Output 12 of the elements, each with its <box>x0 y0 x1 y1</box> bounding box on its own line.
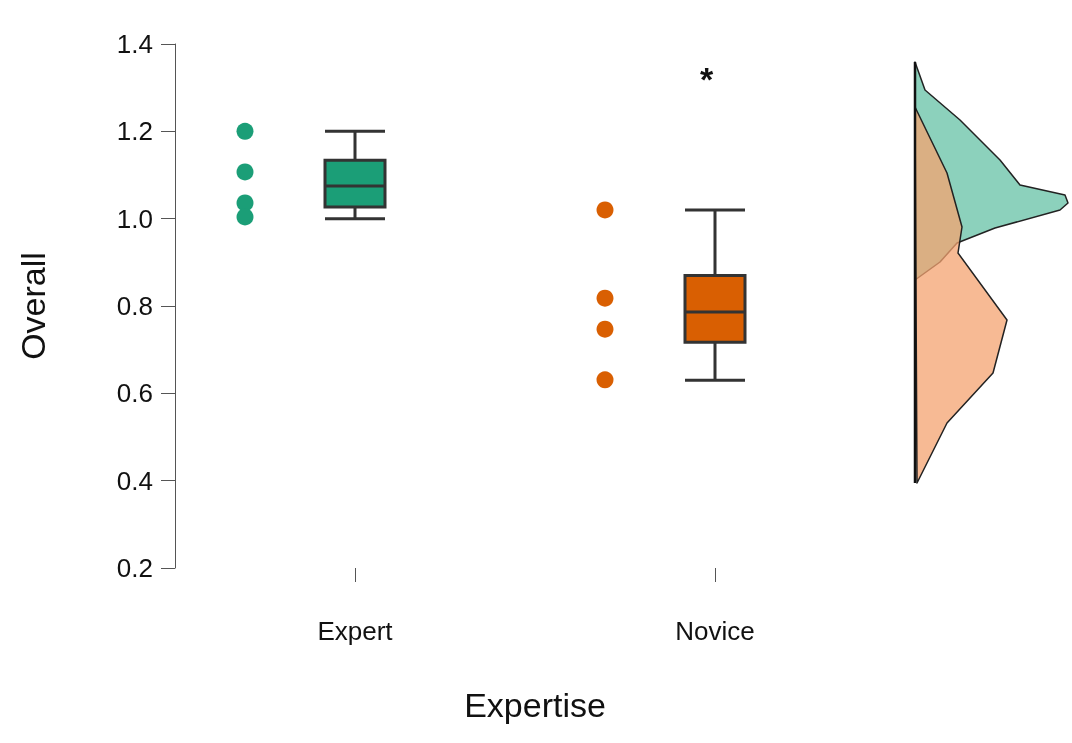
y-tick-label: 1.2 <box>116 116 153 147</box>
y-tick-label: 1.0 <box>116 203 153 234</box>
x-axis-title: Expertise <box>464 686 606 724</box>
y-tick-label: 1.4 <box>116 29 153 59</box>
annotation: * <box>700 60 714 98</box>
y-tick-label: 0.4 <box>116 465 153 496</box>
x-tick-label: Novice <box>675 616 755 646</box>
x-tick-label: Expert <box>317 616 394 646</box>
y-tick-label: 0.2 <box>116 553 153 583</box>
y-tick-label: 0.8 <box>116 291 153 321</box>
y-tick-label: 0.6 <box>116 378 153 409</box>
y-axis-title: Overall <box>14 252 52 360</box>
